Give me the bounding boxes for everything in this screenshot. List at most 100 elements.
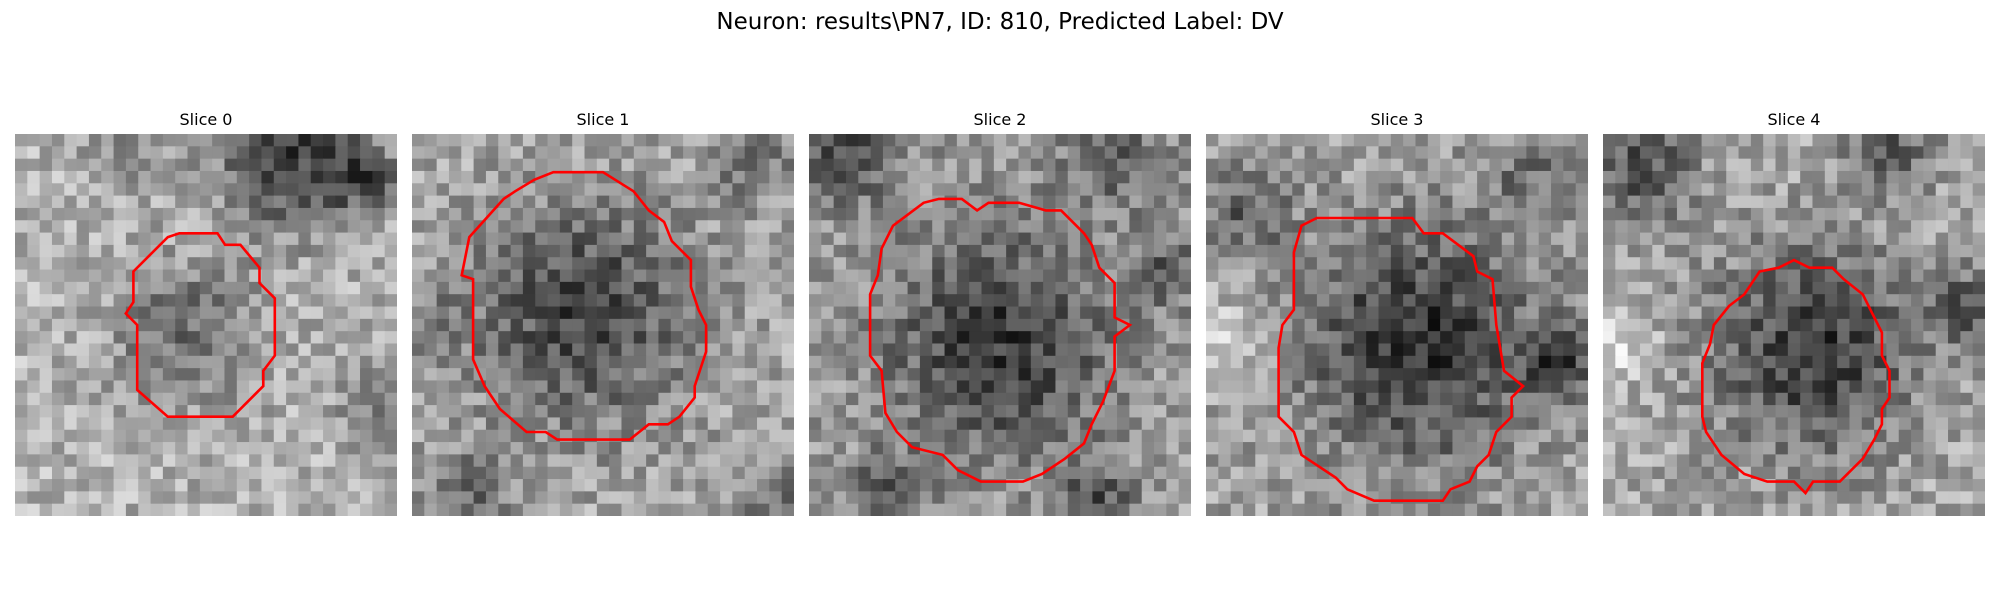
image-pixel <box>1043 134 1056 147</box>
image-pixel <box>919 269 933 283</box>
image-pixel <box>1006 466 1019 480</box>
image-pixel <box>781 318 794 332</box>
image-pixel <box>15 466 28 480</box>
image-pixel <box>1006 355 1019 369</box>
image-pixel <box>51 331 65 344</box>
image-pixel <box>609 331 622 344</box>
image-pixel <box>572 355 586 369</box>
image-pixel <box>1353 355 1367 369</box>
image-pixel <box>1664 355 1678 369</box>
image-pixel <box>584 183 598 197</box>
image-pixel <box>1713 232 1727 246</box>
image-pixel <box>1639 503 1653 516</box>
image-pixel <box>1701 466 1715 480</box>
image-pixel <box>347 257 361 271</box>
image-pixel <box>372 269 386 283</box>
image-pixel <box>596 257 610 271</box>
image-pixel <box>1366 417 1380 431</box>
image-pixel <box>821 479 835 492</box>
image-pixel <box>1230 158 1244 172</box>
image-pixel <box>101 244 115 258</box>
image-pixel <box>932 355 946 369</box>
image-pixel <box>273 257 287 271</box>
image-pixel <box>1378 442 1392 455</box>
image-pixel <box>1141 207 1155 221</box>
image-pixel <box>572 281 586 295</box>
image-pixel <box>473 183 487 197</box>
image-pixel <box>621 479 635 492</box>
image-pixel <box>150 466 164 480</box>
image-pixel <box>64 392 78 406</box>
image-pixel <box>1615 491 1629 505</box>
image-pixel <box>1018 454 1032 468</box>
image-pixel <box>64 454 78 468</box>
image-pixel <box>88 232 102 246</box>
image-pixel <box>670 170 684 184</box>
image-pixel <box>1861 503 1875 516</box>
image-pixel <box>1255 183 1269 197</box>
image-pixel <box>1154 343 1167 357</box>
image-pixel <box>809 220 822 234</box>
image-pixel <box>1043 380 1056 394</box>
image-pixel <box>1639 368 1653 381</box>
image-pixel <box>658 170 672 184</box>
image-pixel <box>1563 405 1577 418</box>
image-pixel <box>1154 134 1167 147</box>
image-pixel <box>273 380 287 394</box>
image-pixel <box>310 183 324 197</box>
image-pixel <box>858 355 872 369</box>
image-pixel <box>249 331 262 344</box>
image-pixel <box>1267 244 1281 258</box>
image-pixel <box>1738 331 1752 344</box>
image-pixel <box>1960 454 1974 468</box>
image-pixel <box>1960 170 1974 184</box>
image-pixel <box>944 220 958 234</box>
image-pixel <box>1501 491 1515 505</box>
image-pixel <box>51 257 65 271</box>
image-pixel <box>1043 355 1056 369</box>
image-pixel <box>175 355 189 369</box>
image-pixel <box>360 380 373 394</box>
image-pixel <box>298 207 312 221</box>
image-pixel <box>1726 368 1740 381</box>
image-pixel <box>51 405 65 418</box>
image-pixel <box>1972 392 1985 406</box>
image-pixel <box>1242 183 1256 197</box>
image-pixel <box>1575 318 1588 332</box>
image-pixel <box>732 183 746 197</box>
image-pixel <box>821 220 835 234</box>
image-pixel <box>39 503 53 516</box>
image-pixel <box>236 343 250 357</box>
image-pixel <box>1464 503 1478 516</box>
image-pixel <box>1960 306 1974 320</box>
image-pixel <box>412 195 425 209</box>
image-pixel <box>1464 207 1478 221</box>
image-pixel <box>1316 281 1330 295</box>
image-pixel <box>125 158 139 172</box>
image-pixel <box>138 146 152 160</box>
image-pixel <box>27 195 41 209</box>
image-pixel <box>436 158 450 172</box>
image-pixel <box>1800 220 1813 234</box>
image-pixel <box>981 417 995 431</box>
image-pixel <box>1018 281 1032 295</box>
image-pixel <box>15 158 28 172</box>
image-pixel <box>522 146 536 160</box>
image-pixel <box>310 491 324 505</box>
image-pixel <box>249 294 262 308</box>
image-pixel <box>1141 442 1155 455</box>
image-pixel <box>1948 195 1961 209</box>
image-pixel <box>845 269 859 283</box>
image-pixel <box>150 146 164 160</box>
image-pixel <box>51 368 65 381</box>
image-pixel <box>1242 318 1256 332</box>
image-pixel <box>821 195 835 209</box>
image-pixel <box>1464 442 1478 455</box>
image-pixel <box>732 442 746 455</box>
image-pixel <box>1526 368 1540 381</box>
image-pixel <box>113 503 127 516</box>
image-pixel <box>360 466 373 480</box>
image-pixel <box>323 170 336 184</box>
image-pixel <box>187 281 201 295</box>
image-pixel <box>1837 442 1850 455</box>
